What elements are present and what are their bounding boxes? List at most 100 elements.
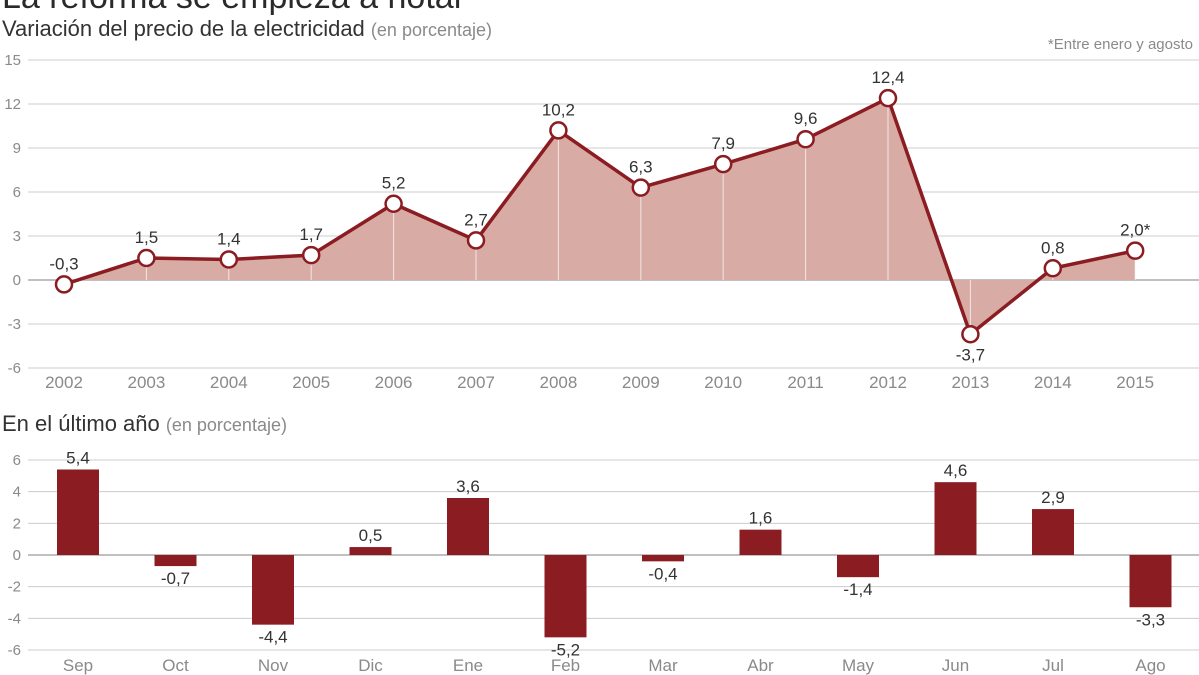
y-tick-label: -4 [8, 610, 21, 627]
y-tick-label: 9 [13, 140, 21, 157]
x-tick-label: 2006 [375, 373, 413, 392]
data-point [796, 129, 815, 149]
data-label: -0,7 [161, 569, 190, 588]
data-label: 2,7 [464, 210, 488, 229]
data-label: 10,2 [542, 100, 575, 119]
y-tick-label: -3 [8, 316, 21, 333]
data-label: -3,7 [956, 345, 985, 364]
x-tick-label: Nov [258, 656, 289, 675]
y-tick-label: 4 [13, 484, 21, 501]
y-tick-label: 6 [13, 184, 21, 201]
data-point [549, 121, 568, 140]
bar [1129, 555, 1172, 608]
bar [154, 555, 197, 567]
x-tick-label: 2004 [210, 373, 248, 392]
data-point [631, 178, 651, 197]
y-tick-label: 15 [4, 52, 21, 69]
x-tick-label: Oct [162, 656, 189, 675]
data-point [713, 154, 733, 174]
x-tick-label: Dic [358, 656, 383, 675]
x-tick-label: 2005 [292, 373, 330, 392]
y-tick-label: 3 [13, 228, 21, 245]
series-line [63, 96, 1136, 337]
bar [252, 555, 294, 625]
chart-subtitle: Variación del precio de la electricidad … [2, 16, 492, 42]
data-label: 1,4 [217, 229, 241, 248]
data-label: 5,4 [66, 449, 90, 468]
data-label: 1,6 [749, 509, 773, 528]
x-tick-label: 2013 [951, 373, 989, 392]
data-label: -5,2 [551, 640, 580, 659]
bar [447, 498, 489, 555]
x-tick-label: 2002 [45, 373, 83, 392]
data-label: 7,9 [711, 134, 735, 153]
data-point [137, 248, 156, 268]
x-tick-label: 2003 [127, 373, 165, 392]
y-tick-label: 6 [13, 452, 21, 469]
x-tick-label: Ago [1135, 656, 1165, 675]
bar [1032, 509, 1074, 555]
x-tick-label: Feb [551, 656, 580, 675]
data-label: 1,5 [135, 228, 159, 247]
x-tick-label: 2015 [1116, 373, 1154, 392]
x-tick-label: Jun [942, 656, 969, 675]
y-tick-label: 2 [13, 515, 21, 532]
section-title-text: En el último año [2, 411, 160, 436]
data-point [466, 231, 486, 250]
subtitle-text: Variación del precio de la electricidad [2, 16, 365, 41]
y-tick-label: 12 [4, 96, 21, 113]
x-tick-label: May [842, 656, 875, 675]
data-point [1043, 259, 1063, 278]
data-point [384, 194, 403, 213]
data-label: -3,3 [1136, 610, 1165, 629]
bar [349, 547, 392, 555]
data-label: -1,4 [843, 580, 872, 599]
bar [934, 482, 977, 555]
data-label: 12,4 [871, 68, 904, 87]
y-tick-label: -6 [8, 360, 21, 377]
x-tick-label: 2010 [704, 373, 742, 392]
section-title: En el último año (en porcentaje) [2, 411, 287, 437]
data-label: 4,6 [944, 461, 968, 480]
data-point [878, 88, 898, 108]
x-tick-label: Jul [1042, 656, 1064, 675]
y-tick-label: -2 [8, 579, 21, 596]
bar [57, 469, 99, 555]
subtitle-unit: (en porcentaje) [370, 20, 492, 40]
section-title-unit: (en porcentaje) [165, 415, 287, 435]
y-tick-label: 0 [13, 272, 21, 289]
x-tick-label: 2011 [787, 373, 824, 392]
data-label: -4,4 [258, 628, 287, 647]
data-label: 2,9 [1041, 488, 1065, 507]
bar [544, 555, 587, 638]
x-tick-label: Mar [648, 656, 678, 675]
data-label: 9,6 [794, 109, 818, 128]
x-tick-label: Abr [747, 656, 774, 675]
bar [642, 555, 684, 562]
data-label: 5,2 [382, 174, 406, 193]
x-tick-label: 2008 [539, 373, 577, 392]
chart-title: La reforma se empieza a notar [2, 0, 465, 17]
data-point [301, 245, 321, 265]
data-label: 2,0* [1120, 221, 1151, 240]
data-label: -0,4 [648, 564, 677, 583]
y-tick-label: -6 [8, 642, 21, 659]
bar [739, 529, 782, 555]
area-fill [64, 98, 1136, 335]
data-point [54, 275, 74, 294]
x-tick-label: 2012 [869, 373, 907, 392]
data-label: -0,3 [49, 254, 78, 273]
data-point [1125, 241, 1145, 260]
x-tick-label: 2009 [622, 373, 660, 392]
x-tick-label: Sep [63, 656, 93, 675]
bar [837, 555, 879, 578]
y-tick-label: 0 [13, 547, 21, 564]
data-label: 3,6 [456, 477, 480, 496]
data-label: 0,5 [359, 526, 383, 545]
data-label: 1,7 [299, 225, 323, 244]
data-label: 6,3 [629, 158, 653, 177]
x-tick-label: 2007 [457, 373, 495, 392]
data-point [219, 250, 239, 269]
footnote: *Entre enero y agosto [1047, 36, 1193, 53]
